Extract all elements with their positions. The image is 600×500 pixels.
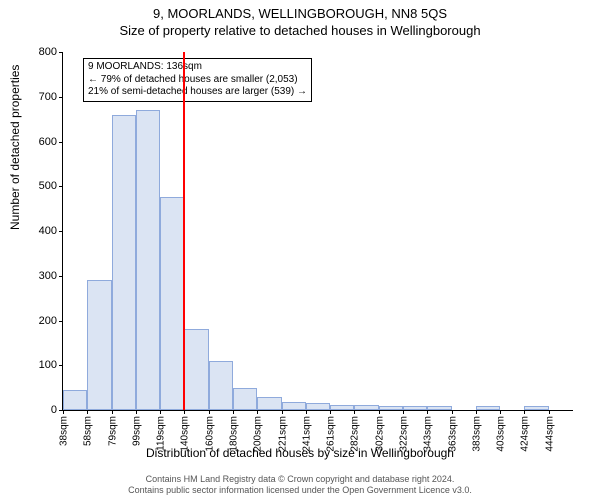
histogram-bar xyxy=(209,361,233,410)
chart-title-sub: Size of property relative to detached ho… xyxy=(0,21,600,38)
y-tick-mark xyxy=(59,276,63,277)
histogram-bar xyxy=(354,405,378,410)
footer-attribution: Contains HM Land Registry data © Crown c… xyxy=(0,474,600,496)
histogram-bar xyxy=(379,406,403,410)
annotation-line2: ← 79% of detached houses are smaller (2,… xyxy=(88,74,307,87)
x-tick-mark xyxy=(136,410,137,414)
y-tick-mark xyxy=(59,142,63,143)
histogram-bar xyxy=(87,280,111,410)
histogram-bar xyxy=(257,397,281,410)
chart-container: 9, MOORLANDS, WELLINGBOROUGH, NN8 5QS Si… xyxy=(0,0,600,500)
x-tick-mark xyxy=(160,410,161,414)
reference-line xyxy=(183,52,185,410)
x-tick-mark xyxy=(427,410,428,414)
x-tick-mark xyxy=(476,410,477,414)
histogram-bar xyxy=(476,406,500,410)
x-tick-mark xyxy=(379,410,380,414)
histogram-bar xyxy=(184,329,208,410)
histogram-bar xyxy=(330,405,354,410)
y-tick-mark xyxy=(59,186,63,187)
x-tick-mark xyxy=(354,410,355,414)
x-tick-mark xyxy=(63,410,64,414)
x-tick-mark xyxy=(87,410,88,414)
x-tick-label: 38sqm xyxy=(57,416,70,446)
x-tick-mark xyxy=(233,410,234,414)
footer-line1: Contains HM Land Registry data © Crown c… xyxy=(0,474,600,485)
x-tick-label: 58sqm xyxy=(81,416,94,446)
x-tick-mark xyxy=(500,410,501,414)
annotation-line1: 9 MOORLANDS: 136sqm xyxy=(88,61,307,74)
x-tick-mark xyxy=(524,410,525,414)
x-tick-mark xyxy=(306,410,307,414)
x-tick-mark xyxy=(257,410,258,414)
x-tick-mark xyxy=(452,410,453,414)
x-tick-mark xyxy=(184,410,185,414)
annotation-line3: 21% of semi-detached houses are larger (… xyxy=(88,86,307,99)
x-tick-label: 79sqm xyxy=(105,416,118,446)
x-tick-mark xyxy=(112,410,113,414)
footer-line2: Contains public sector information licen… xyxy=(0,485,600,496)
x-tick-mark xyxy=(330,410,331,414)
y-tick-mark xyxy=(59,97,63,98)
y-axis-label: Number of detached properties xyxy=(8,65,22,230)
histogram-bar xyxy=(524,406,548,410)
histogram-bar xyxy=(427,406,451,410)
x-tick-mark xyxy=(403,410,404,414)
x-tick-mark xyxy=(549,410,550,414)
plot-area: 9 MOORLANDS: 136sqm ← 79% of detached ho… xyxy=(62,52,573,411)
x-tick-label: 99sqm xyxy=(129,416,142,446)
x-tick-mark xyxy=(282,410,283,414)
histogram-bar xyxy=(282,402,306,410)
annotation-box: 9 MOORLANDS: 136sqm ← 79% of detached ho… xyxy=(83,58,312,102)
chart-title-main: 9, MOORLANDS, WELLINGBOROUGH, NN8 5QS xyxy=(0,0,600,21)
y-tick-mark xyxy=(59,52,63,53)
y-tick-mark xyxy=(59,231,63,232)
histogram-bar xyxy=(403,406,427,410)
y-tick-mark xyxy=(59,321,63,322)
histogram-bar xyxy=(233,388,257,410)
histogram-bar xyxy=(306,403,330,410)
x-axis-label: Distribution of detached houses by size … xyxy=(0,446,600,460)
histogram-bar xyxy=(160,197,184,410)
y-tick-mark xyxy=(59,365,63,366)
histogram-bar xyxy=(63,390,87,410)
x-tick-mark xyxy=(209,410,210,414)
histogram-bar xyxy=(112,115,136,410)
histogram-bar xyxy=(136,110,160,410)
